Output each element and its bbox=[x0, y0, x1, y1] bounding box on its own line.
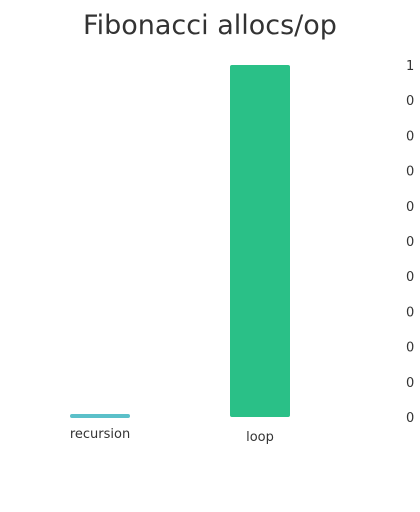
bar-loop bbox=[230, 65, 290, 417]
y-tick-label: 0 bbox=[406, 129, 414, 144]
bar-recursion bbox=[70, 414, 130, 418]
y-tick-label: 0 bbox=[406, 235, 414, 250]
chart-title: Fibonacci allocs/op bbox=[83, 10, 337, 41]
y-tick-label: 0 bbox=[406, 411, 414, 426]
y-tick-label: 0 bbox=[406, 270, 414, 285]
y-tick-label: 0 bbox=[406, 200, 414, 215]
y-tick-label: 0 bbox=[406, 376, 414, 391]
category-label-loop: loop bbox=[246, 430, 274, 445]
y-tick-label: 0 bbox=[406, 305, 414, 320]
category-labels-group: recursion loop bbox=[70, 427, 274, 445]
y-tick-label: 0 bbox=[406, 341, 414, 356]
y-tick-label: 0 bbox=[406, 165, 414, 180]
y-tick-label: 0 bbox=[406, 94, 414, 109]
y-tick-labels-group: 1 0 0 0 0 0 0 0 0 0 0 bbox=[406, 59, 414, 426]
category-label-recursion: recursion bbox=[70, 427, 130, 442]
bars-group bbox=[70, 65, 290, 418]
y-tick-label: 1 bbox=[406, 59, 414, 74]
